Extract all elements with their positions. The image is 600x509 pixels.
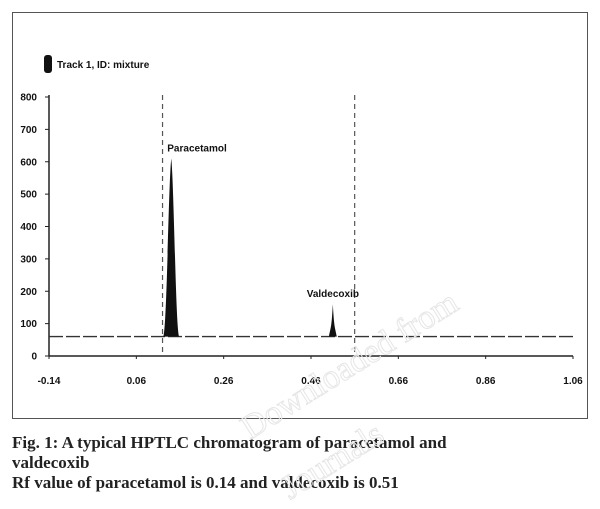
x-tick-label: 0.86 — [476, 376, 496, 387]
x-tick-label: 0.06 — [127, 376, 147, 387]
caption-line-1: Fig. 1: A typical HPTLC chromatogram of … — [12, 433, 447, 452]
chart-frame: Track 1, ID: mixture 0 100 200 300 400 500 600 7… — [12, 12, 588, 419]
y-tick-label: 600 — [20, 157, 37, 168]
legend-swatch — [44, 55, 52, 73]
peak-valdecoxib — [328, 304, 337, 337]
caption-line-3: Rf value of paracetamol is 0.14 and vald… — [12, 473, 399, 492]
y-tick-label: 200 — [20, 287, 37, 298]
caption-line-2: valdecoxib — [12, 453, 90, 472]
chromatogram-chart: Track 1, ID: mixture 0 100 200 300 400 500 600 7… — [20, 55, 583, 387]
x-tick-label: 0.66 — [389, 376, 409, 387]
x-tick-label: 1.06 — [563, 376, 583, 387]
y-tick-label: 100 — [20, 319, 37, 330]
y-tick-label: 700 — [20, 125, 37, 136]
peak-label-valdecoxib: Valdecoxib — [307, 289, 359, 300]
legend-label: Track 1, ID: mixture — [57, 60, 150, 71]
y-tick-label: 0 — [31, 352, 37, 363]
y-tick-label: 500 — [20, 190, 37, 201]
figure-caption: Fig. 1: A typical HPTLC chromatogram of … — [12, 433, 592, 493]
x-tick-label: 0.46 — [301, 376, 321, 387]
y-tick-label: 800 — [20, 93, 37, 104]
x-tick-label: -0.14 — [38, 376, 61, 387]
x-tick-label: 0.26 — [214, 376, 234, 387]
y-tick-label: 300 — [20, 254, 37, 265]
y-tick-label: 400 — [20, 222, 37, 233]
peak-label-paracetamol: Paracetamol — [167, 144, 227, 155]
peak-paracetamol — [163, 158, 180, 337]
